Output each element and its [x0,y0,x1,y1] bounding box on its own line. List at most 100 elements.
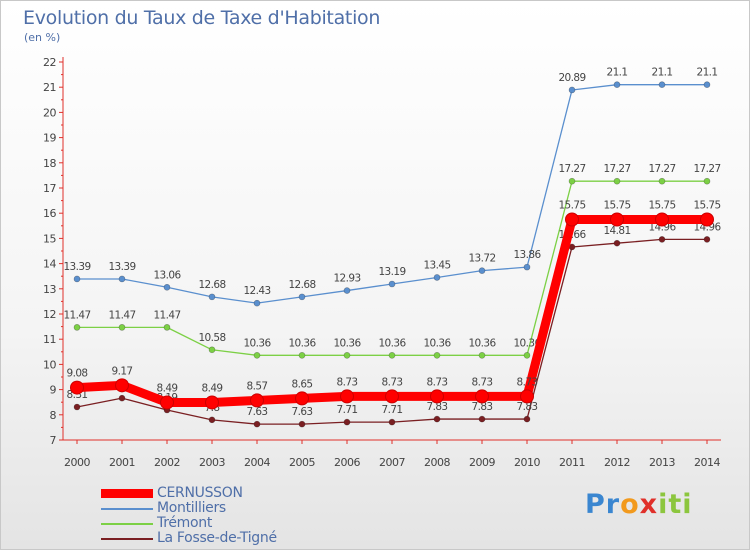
data-label-cernusson: 9.17 [112,365,133,377]
logo-part: iti [658,489,693,520]
data-point-tremont [388,352,396,359]
x-tick-label: 2000 [64,456,90,469]
data-label-tremont: 10.36 [468,337,496,349]
data-label-montilliers: 13.86 [513,249,541,261]
data-point-la-fosse-de-tigne [433,415,441,423]
data-label-montilliers: 13.06 [153,269,181,281]
data-point-cernusson [475,389,489,404]
data-point-tremont [433,352,441,359]
legend-label: Trémont [157,515,213,531]
data-label-montilliers: 20.89 [558,72,585,84]
y-tick-label: 19 [43,132,56,145]
x-tick-label: 2007 [379,456,405,469]
x-tick-label: 2011 [559,456,585,469]
data-label-cernusson: 8.73 [472,376,493,388]
data-point-tremont [208,346,216,354]
data-label-montilliers: 12.43 [243,285,270,297]
data-point-la-fosse-de-tigne [478,415,486,423]
proxiti-logo: Proxiti [585,489,693,520]
y-tick-label: 11 [43,333,56,346]
y-tick-label: 22 [43,56,56,69]
data-label-la-fosse-de-tigne: 7.83 [517,401,538,413]
y-tick-label: 14 [43,258,56,271]
data-point-la-fosse-de-tigne [208,416,216,424]
data-label-tremont: 11.47 [63,309,90,321]
x-tick-label: 2002 [154,456,180,469]
data-point-montilliers [253,299,261,307]
data-point-la-fosse-de-tigne [703,236,711,243]
x-tick-label: 2014 [694,456,720,469]
data-label-montilliers: 12.68 [198,279,225,291]
data-label-tremont: 17.27 [648,163,675,175]
data-label-cernusson: 8.73 [517,376,538,388]
y-tick-label: 12 [43,308,56,321]
data-label-cernusson: 8.73 [427,376,448,388]
x-tick-label: 2005 [289,456,315,469]
data-point-montilliers [703,81,711,88]
data-label-montilliers: 12.68 [288,279,315,291]
data-point-tremont [253,352,261,359]
data-point-la-fosse-de-tigne [73,403,81,411]
data-label-tremont: 10.58 [198,332,225,344]
data-label-cernusson: 15.75 [648,200,675,212]
data-point-montilliers [73,275,81,283]
data-label-cernusson: 8.49 [157,382,178,394]
legend-swatch-cernusson [101,489,153,498]
data-label-cernusson: 8.57 [247,380,268,392]
y-tick-label: 13 [43,283,56,296]
data-point-la-fosse-de-tigne [523,415,531,423]
legend-swatch-tremont [101,523,153,525]
data-point-montilliers [478,267,486,274]
data-label-tremont: 10.36 [378,337,406,349]
x-tick-label: 2010 [514,456,540,469]
data-label-la-fosse-de-tigne: 7.83 [472,401,493,413]
legend-label: CERNUSSON [157,485,243,501]
logo-part: Pr [585,489,621,520]
data-label-tremont: 10.36 [423,337,451,349]
x-tick-label: 2001 [109,456,135,469]
y-tick-label: 18 [43,157,56,170]
y-tick-label: 8 [50,409,57,422]
data-point-la-fosse-de-tigne [388,418,396,426]
data-label-tremont: 10.36 [243,337,271,349]
data-point-cernusson [340,389,354,404]
data-point-cernusson [385,389,399,404]
data-point-tremont [118,324,126,331]
data-point-cernusson [520,389,534,404]
data-point-la-fosse-de-tigne [658,236,666,243]
logo-part: x [639,489,659,520]
data-label-cernusson: 8.73 [382,376,403,388]
legend-label: Montilliers [157,500,226,516]
data-label-tremont: 10.36 [513,337,541,349]
data-label-la-fosse-de-tigne: 7.63 [292,406,313,418]
data-point-montilliers [613,81,621,88]
data-label-la-fosse-de-tigne: 7.83 [427,401,448,413]
data-label-tremont: 17.27 [603,163,630,175]
data-label-tremont: 17.27 [558,163,585,175]
data-point-la-fosse-de-tigne [343,418,351,426]
data-point-tremont [478,352,486,359]
data-point-montilliers [298,293,306,301]
data-point-tremont [613,177,621,185]
data-point-montilliers [343,287,351,294]
y-tick-label: 7 [50,434,57,447]
data-point-tremont [658,177,666,185]
data-label-la-fosse-de-tigne: 7.63 [247,406,268,418]
data-label-montilliers: 21.1 [697,67,718,79]
data-label-la-fosse-de-tigne: 14.81 [603,225,630,237]
data-point-tremont [703,177,711,185]
y-tick-label: 16 [43,207,56,220]
legend-label: La Fosse-de-Tigné [157,530,277,546]
data-label-cernusson: 15.75 [693,200,720,212]
data-label-la-fosse-de-tigne: 14.96 [648,221,676,233]
data-label-la-fosse-de-tigne: 7.71 [382,404,403,416]
data-label-cernusson: 8.65 [292,378,313,390]
y-tick-label: 10 [43,358,56,371]
legend-swatch-montilliers [101,508,153,510]
data-point-la-fosse-de-tigne [613,239,621,247]
logo-part: o [620,489,640,520]
data-label-montilliers: 21.1 [652,67,673,79]
data-label-tremont: 10.36 [288,337,316,349]
